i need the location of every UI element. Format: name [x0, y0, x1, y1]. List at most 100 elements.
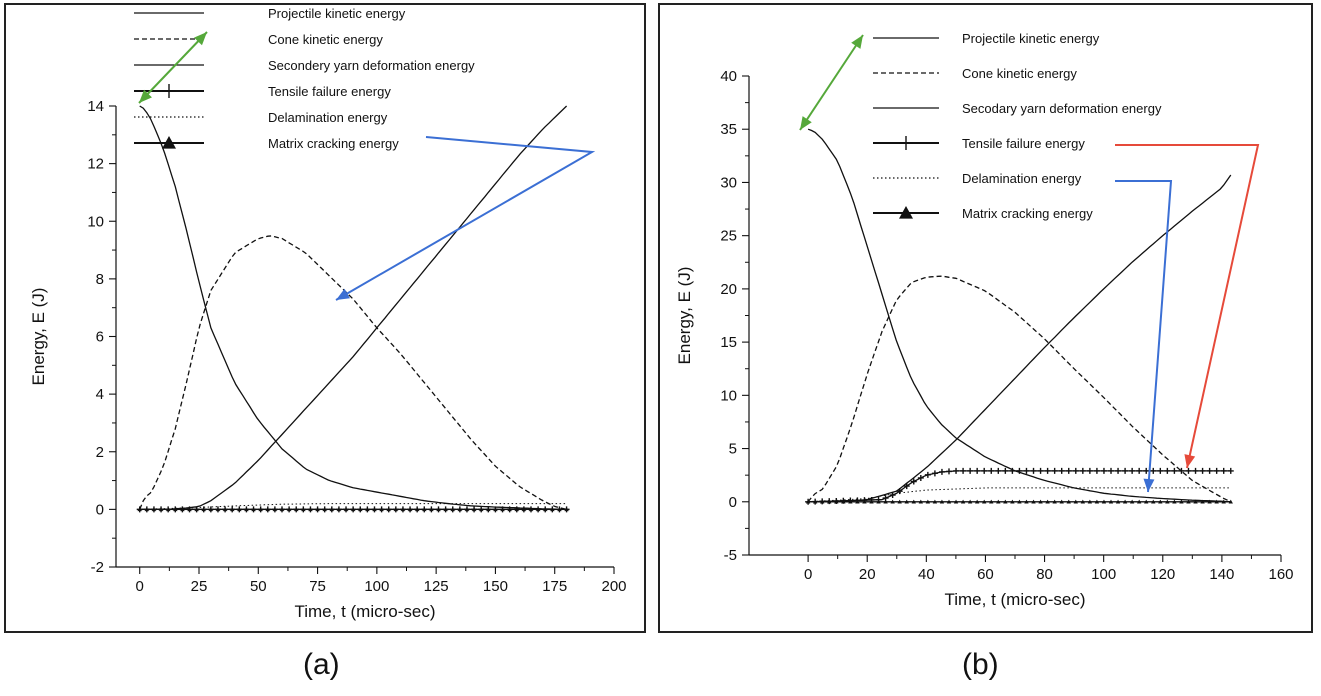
y-axis-label: Energy, E (J)	[29, 288, 48, 386]
matrix-cracking-marker	[322, 507, 327, 512]
y-axis-label: Energy, E (J)	[675, 267, 694, 365]
matrix-cracking-marker	[535, 507, 541, 512]
matrix-cracking-marker	[1122, 499, 1128, 504]
legend-label-0: Projectile kinetic energy	[962, 31, 1100, 46]
y-tick-label: 15	[720, 334, 737, 351]
matrix-cracking-marker	[932, 499, 938, 504]
tensile-failure-marker	[960, 467, 967, 474]
tensile-failure-marker	[1079, 467, 1086, 474]
matrix-cracking-marker	[244, 507, 249, 512]
tensile-failure-marker	[995, 467, 1002, 474]
y-tick-label: 35	[720, 121, 737, 138]
matrix-cracking-marker	[989, 499, 994, 504]
matrix-cracking-marker	[1024, 499, 1029, 504]
tensile-failure-marker	[1002, 467, 1009, 474]
energy-chart-a: 0 25 50 75 100 125 150 175 200 -2 0 2 4 6 8 10 12 14 Time,…	[29, 6, 627, 621]
y-tick-label: 14	[87, 98, 104, 115]
matrix-cracking-marker	[400, 507, 406, 512]
matrix-cracking-marker	[222, 507, 228, 512]
matrix-cracking-marker	[982, 499, 987, 504]
matrix-cracking-marker	[1066, 499, 1071, 504]
matrix-cracking-marker	[1129, 499, 1135, 504]
tensile-failure-marker	[953, 467, 960, 474]
tensile-failure-marker	[1016, 467, 1023, 474]
matrix-cracking-marker	[165, 507, 171, 512]
x-tick-label: 60	[977, 566, 994, 583]
x-tick-label: 80	[1036, 566, 1053, 583]
matrix-cracking-marker	[230, 507, 235, 512]
matrix-cracking-marker	[890, 499, 895, 504]
matrix-cracking-marker	[1073, 499, 1078, 504]
matrix-cracking-marker	[315, 507, 320, 512]
legend-label-5: Matrix cracking energy	[962, 206, 1093, 221]
matrix-cracking-marker	[507, 507, 512, 512]
y-tick-label: 8	[96, 271, 104, 288]
arrow-head	[336, 288, 351, 300]
series-line-1	[807, 275, 1232, 503]
matrix-cracking-marker	[372, 507, 377, 512]
matrix-cracking-marker	[904, 499, 909, 504]
matrix-cracking-marker	[855, 499, 860, 504]
x-tick-label: 100	[1091, 566, 1116, 583]
panel-label-b: (b)	[962, 648, 999, 681]
matrix-cracking-marker	[486, 507, 491, 512]
x-tick-label: 50	[250, 578, 267, 595]
tensile-failure-marker	[1100, 467, 1107, 474]
y-tick-label: 40	[720, 68, 737, 85]
matrix-cracking-marker	[350, 507, 356, 512]
matrix-cracking-marker	[1010, 499, 1015, 504]
tensile-failure-marker	[1157, 467, 1164, 474]
matrix-cracking-marker	[279, 507, 285, 512]
chart-panel-b: 0 20 40 60 80 100 120 140 160 -5 0 5 10 15 20 25 30 35 40 T…	[658, 3, 1313, 633]
matrix-cracking-marker	[1193, 499, 1198, 504]
annotation-arrow-2	[1115, 180, 1173, 493]
matrix-cracking-marker	[1052, 499, 1057, 504]
x-tick-label: 25	[191, 578, 208, 595]
tensile-failure-marker	[1227, 467, 1234, 474]
matrix-cracking-marker	[500, 507, 505, 512]
matrix-cracking-marker	[1214, 499, 1219, 504]
arrow-head	[800, 116, 812, 130]
matrix-cracking-marker	[911, 499, 916, 504]
matrix-cracking-marker	[194, 507, 199, 512]
matrix-cracking-marker	[1038, 499, 1043, 504]
legend-label-3: Tensile failure energy	[268, 84, 391, 99]
matrix-cracking-marker	[1200, 499, 1205, 504]
matrix-cracking-marker	[1108, 499, 1114, 504]
x-tick-label: 200	[601, 578, 626, 595]
matrix-cracking-marker	[265, 507, 270, 512]
matrix-cracking-marker	[272, 507, 278, 512]
tensile-failure-marker	[1150, 467, 1157, 474]
matrix-cracking-marker	[1158, 499, 1163, 504]
matrix-cracking-marker	[479, 507, 484, 512]
matrix-cracking-marker	[1101, 499, 1107, 504]
matrix-cracking-marker	[379, 507, 384, 512]
y-tick-label: 20	[720, 281, 737, 298]
tensile-failure-marker	[1143, 467, 1150, 474]
annotation-arrow-1	[335, 136, 596, 301]
matrix-cracking-marker	[827, 499, 832, 504]
matrix-cracking-marker	[215, 507, 221, 512]
tensile-failure-marker	[1030, 467, 1037, 474]
matrix-cracking-marker	[557, 507, 562, 512]
tensile-failure-marker	[1009, 467, 1016, 474]
matrix-cracking-marker	[1080, 499, 1086, 504]
matrix-cracking-marker	[137, 507, 142, 512]
x-tick-label: 100	[364, 578, 389, 595]
matrix-cracking-marker	[1017, 499, 1022, 504]
legend-label-1: Cone kinetic energy	[268, 32, 383, 47]
annotation-arrow-1	[1115, 144, 1260, 469]
matrix-cracking-marker	[1087, 499, 1093, 504]
matrix-cracking-marker	[1031, 499, 1036, 504]
matrix-cracking-marker	[1045, 499, 1050, 504]
y-tick-label: 10	[87, 213, 104, 230]
tensile-failure-marker	[1178, 467, 1185, 474]
legend-triangle-marker	[899, 206, 913, 219]
matrix-cracking-marker	[365, 507, 370, 512]
matrix-cracking-marker	[180, 507, 185, 512]
matrix-cracking-marker	[1094, 499, 1100, 504]
matrix-cracking-marker	[386, 507, 391, 512]
matrix-cracking-marker	[960, 499, 966, 504]
y-tick-label: 12	[87, 156, 104, 173]
tensile-failure-marker	[889, 492, 896, 499]
